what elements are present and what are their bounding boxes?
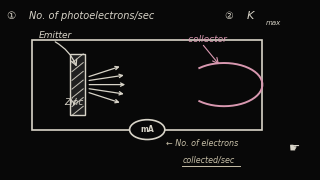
Text: collected/sec: collected/sec [182, 156, 235, 165]
Text: K: K [246, 11, 254, 21]
Text: mA: mA [140, 125, 154, 134]
Text: ①: ① [6, 11, 16, 21]
Circle shape [130, 120, 165, 140]
Bar [32, 40, 262, 130]
Text: ②: ② [224, 11, 233, 21]
Text: ← No. of electrons: ← No. of electrons [166, 140, 239, 148]
Text: No. of photoelectrons/sec: No. of photoelectrons/sec [29, 11, 154, 21]
Bar [70, 54, 85, 115]
Text: Emitter: Emitter [38, 31, 72, 40]
Text: Zinc: Zinc [64, 98, 84, 107]
Text: - collector: - collector [182, 35, 227, 44]
Text: max: max [266, 20, 281, 26]
Text: ☛: ☛ [289, 141, 300, 154]
